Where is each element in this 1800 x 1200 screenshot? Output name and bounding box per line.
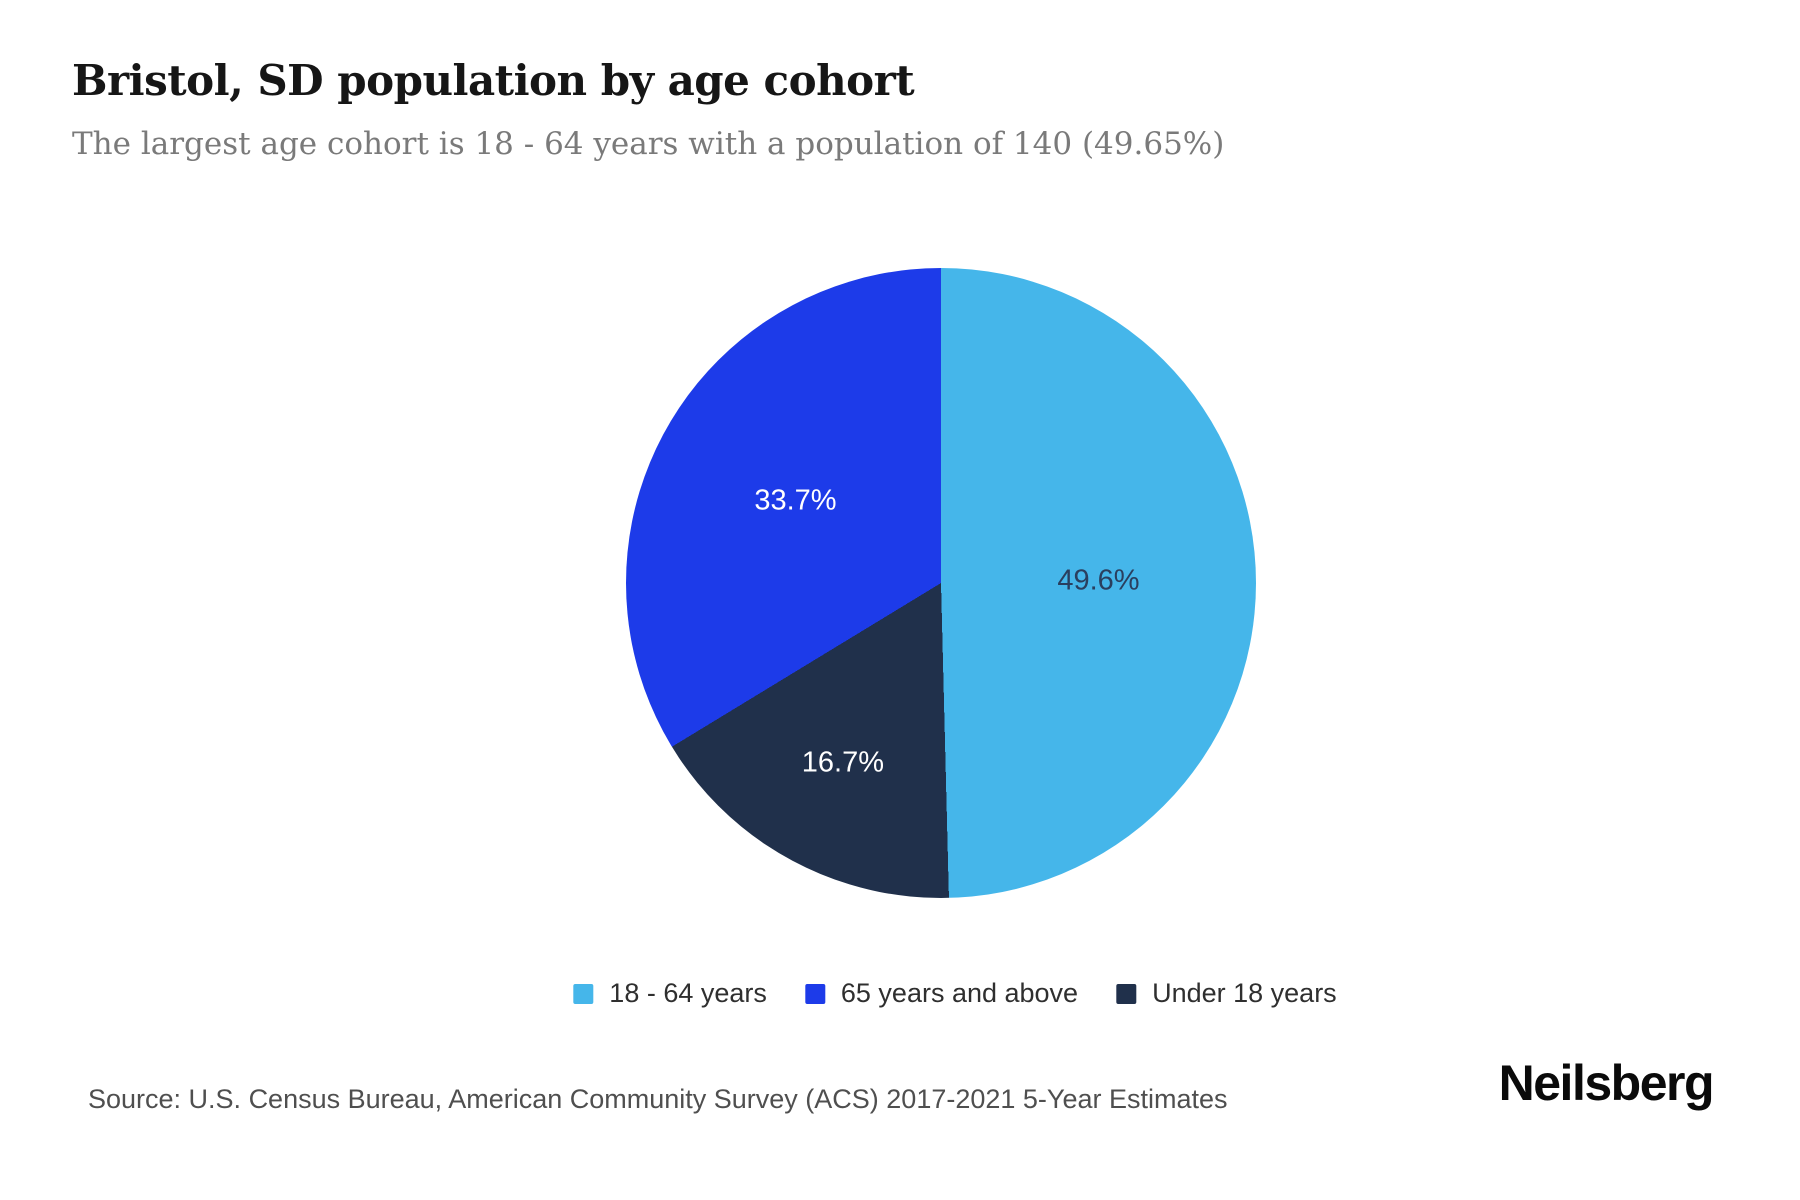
- legend-item: 65 years and above: [804, 978, 1079, 1009]
- legend-item: Under 18 years: [1116, 978, 1337, 1009]
- pie-slice-label: 49.6%: [1057, 564, 1140, 597]
- pie-chart: [626, 268, 1256, 898]
- page-subtitle: The largest age cohort is 18 - 64 years …: [72, 126, 1225, 162]
- pie-slice-label: 33.7%: [754, 484, 837, 517]
- legend-swatch-icon: [573, 983, 594, 1004]
- pie-slice-label: 16.7%: [801, 746, 885, 779]
- pie-chart-area: 49.6% 16.7% 33.7%: [626, 268, 1256, 898]
- legend-swatch-icon: [804, 983, 825, 1004]
- source-text: Source: U.S. Census Bureau, American Com…: [88, 1084, 1228, 1114]
- brand-logo: Neilsberg: [1498, 1055, 1715, 1111]
- legend-label: 65 years and above: [840, 978, 1079, 1008]
- legend-label: Under 18 years: [1152, 978, 1337, 1008]
- legend-item: 18 - 64 years: [573, 978, 767, 1009]
- page-title: Bristol, SD population by age cohort: [72, 56, 915, 105]
- legend-swatch-icon: [1116, 983, 1137, 1004]
- legend-label: 18 - 64 years: [609, 978, 767, 1008]
- legend: 18 - 64 years 65 years and above Under 1…: [573, 978, 1337, 1009]
